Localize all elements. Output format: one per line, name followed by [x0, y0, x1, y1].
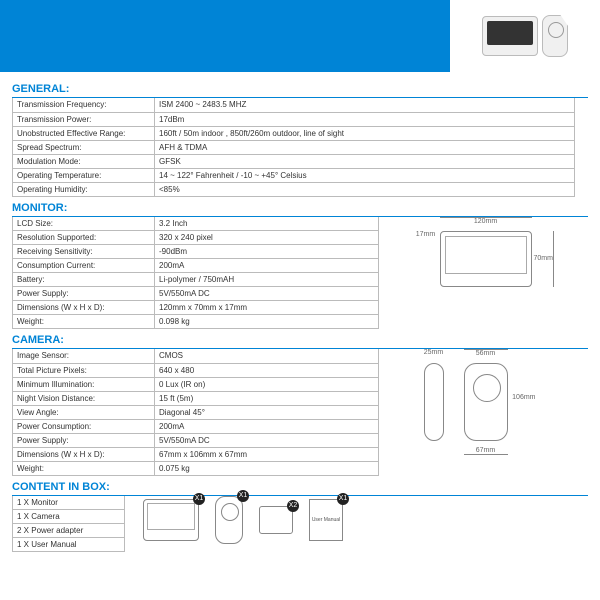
table-row: Operating Humidity:<85% [13, 182, 575, 196]
table-row: Total Picture Pixels:640 x 480 [13, 363, 379, 377]
box-camera-icon [215, 496, 243, 544]
table-row: Dimensions (W x H x D):67mm x 106mm x 67… [13, 447, 379, 461]
monitor-outline-icon [440, 231, 532, 287]
table-row: Receiving Sensitivity:-90dBm [13, 245, 379, 259]
camera-side-icon [424, 363, 444, 441]
dim-label: 67mm [464, 447, 508, 455]
section-title-box: CONTENT IN BOX: [12, 478, 588, 496]
box-manual-icon: User Manual [309, 499, 343, 541]
table-row: Power Consumption:200mA [13, 419, 379, 433]
table-row: Weight:0.075 kg [13, 461, 379, 475]
box-item-adapter: X2 [259, 506, 293, 534]
table-row: Operating Temperature:14 ~ 122° Fahrenhe… [13, 168, 575, 182]
table-row: 1 X User Manual [13, 538, 125, 552]
box-item-manual: User Manual X1 [309, 499, 343, 541]
dim-label: 25mm [424, 349, 444, 356]
table-row: Battery:Li-polymer / 750mAH [13, 273, 379, 287]
table-row: Transmission Frequency:ISM 2400 ~ 2483.5… [13, 98, 575, 112]
table-row: 1 X Camera [13, 510, 125, 524]
top-banner [0, 0, 600, 72]
content: GENERAL: Transmission Frequency:ISM 2400… [0, 72, 600, 556]
camera-diagram: 25mm 56mm 106mm 67mm [379, 349, 588, 459]
camera-table: Image Sensor:CMOS Total Picture Pixels:6… [12, 349, 379, 476]
table-row: 2 X Power adapter [13, 524, 125, 538]
table-row: Spread Spectrum:AFH & TDMA [13, 140, 575, 154]
mini-monitor-icon [482, 16, 538, 56]
table-row: LCD Size:3.2 Inch [13, 217, 379, 231]
banner-diagonal [550, 0, 600, 72]
box-item-monitor: X1 [143, 499, 199, 541]
general-table: Transmission Frequency:ISM 2400 ~ 2483.5… [12, 98, 575, 197]
dim-label: 120mm [440, 217, 532, 225]
dim-label: 17mm [414, 231, 438, 287]
qty-badge: X1 [237, 490, 249, 502]
table-row: Night Vision Distance:15 ft (5m) [13, 391, 379, 405]
table-row: Weight:0.098 kg [13, 315, 379, 329]
section-title-general: GENERAL: [12, 80, 588, 98]
dim-label: 56mm [464, 349, 508, 357]
table-row: Unobstructed Effective Range:160ft / 50m… [13, 126, 575, 140]
qty-badge: X1 [337, 493, 349, 505]
table-row: Transmission Power:17dBm [13, 112, 575, 126]
dim-label: 106mm [512, 394, 535, 401]
table-row: View Angle:Diagonal 45° [13, 405, 379, 419]
table-row: Power Supply:5V/550mA DC [13, 433, 379, 447]
table-row: 1 X Monitor [13, 496, 125, 510]
table-row: Minimum Illumination:0 Lux (IR on) [13, 377, 379, 391]
box-items: X1 X1 X2 User Manual X1 [133, 496, 588, 544]
qty-badge: X2 [287, 500, 299, 512]
camera-outline-icon [464, 363, 508, 441]
table-row: Power Supply:5V/550mA DC [13, 287, 379, 301]
box-item-camera: X1 [215, 496, 243, 544]
section-title-camera: CAMERA: [12, 331, 588, 349]
table-row: Dimensions (W x H x D):120mm x 70mm x 17… [13, 301, 379, 315]
table-row: Modulation Mode:GFSK [13, 154, 575, 168]
box-monitor-icon [143, 499, 199, 541]
monitor-table: LCD Size:3.2 Inch Resolution Supported:3… [12, 217, 379, 330]
monitor-diagram: 120mm 17mm 70mm [379, 217, 588, 307]
box-table: 1 X Monitor 1 X Camera 2 X Power adapter… [12, 496, 125, 553]
qty-badge: X1 [193, 493, 205, 505]
table-row: Resolution Supported:320 x 240 pixel [13, 231, 379, 245]
dim-label: 70mm [534, 231, 554, 287]
section-title-monitor: MONITOR: [12, 199, 588, 217]
table-row: Image Sensor:CMOS [13, 349, 379, 363]
table-row: Consumption Current:200mA [13, 259, 379, 273]
